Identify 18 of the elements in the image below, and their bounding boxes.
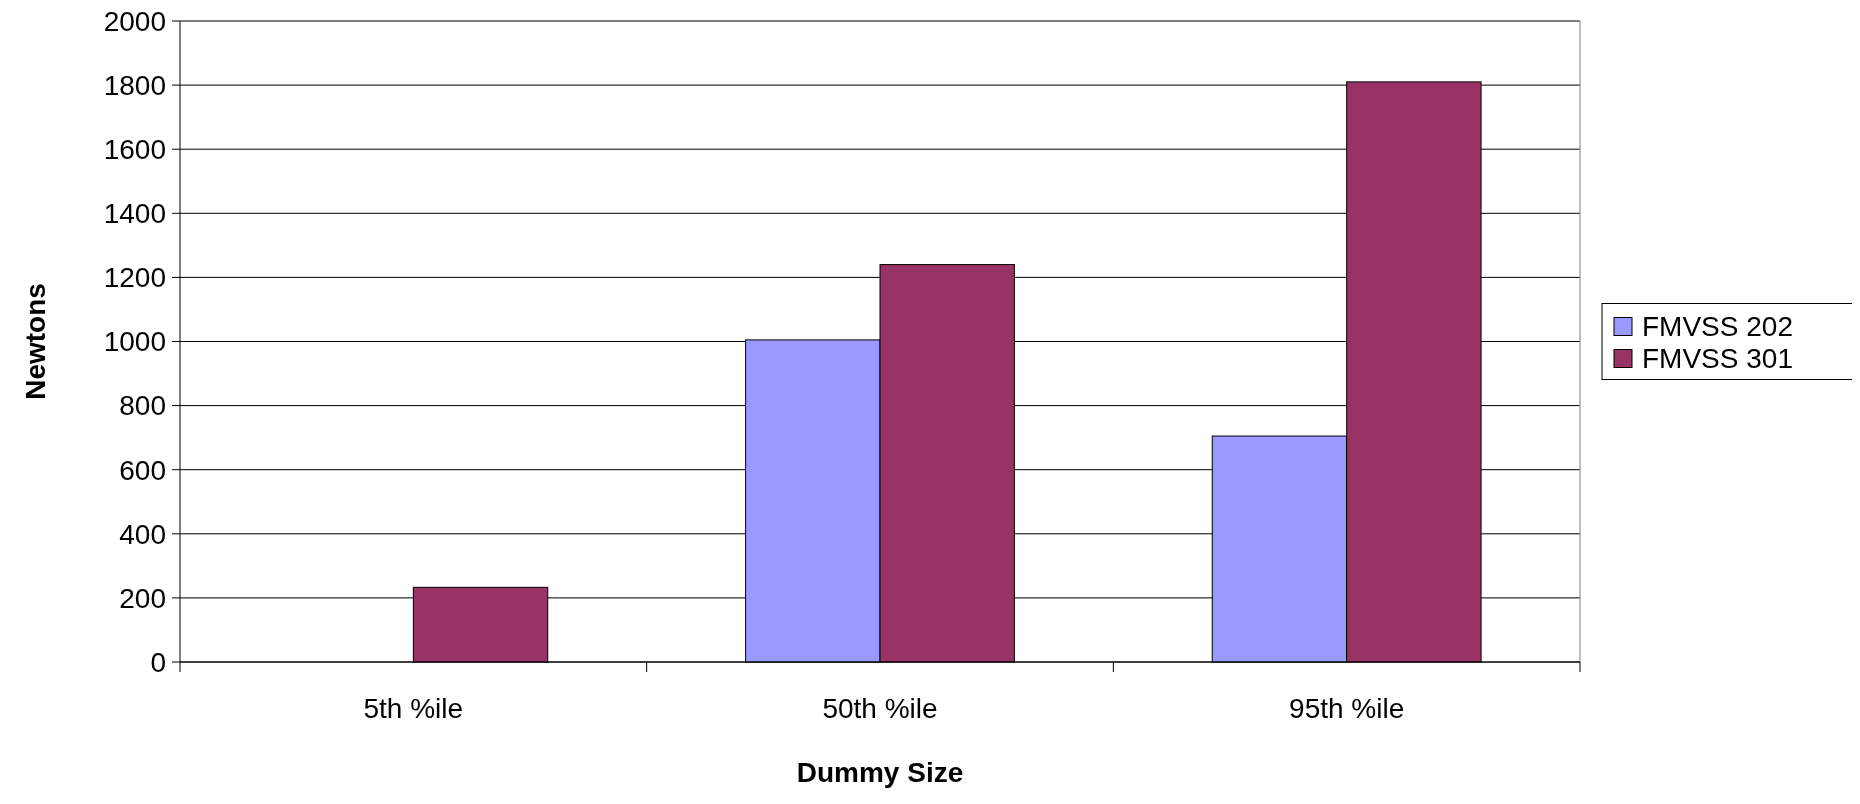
y-tick-label: 0 bbox=[150, 646, 166, 678]
x-tick-label: 95th %ile bbox=[1289, 693, 1405, 724]
y-tick-label: 1400 bbox=[103, 198, 166, 230]
y-tick-label: 2000 bbox=[103, 5, 166, 37]
legend-label: FMVSS 301 bbox=[1642, 343, 1793, 375]
y-tick-label: 200 bbox=[119, 582, 166, 614]
y-tick-label: 1600 bbox=[103, 134, 166, 165]
x-tick-label: 5th %ile bbox=[363, 693, 464, 724]
x-tick-label: 50th %ile bbox=[822, 693, 938, 724]
y-tick-label: 800 bbox=[119, 390, 166, 422]
x-axis-title: Dummy Size bbox=[796, 757, 964, 788]
y-tick-label: 400 bbox=[119, 518, 166, 550]
legend-label: FMVSS 202 bbox=[1642, 311, 1793, 343]
y-tick-label: 600 bbox=[119, 454, 166, 486]
y-tick-label: 1200 bbox=[103, 262, 166, 294]
y-tick-label: 1000 bbox=[103, 326, 166, 358]
y-tick-label: 1800 bbox=[103, 69, 166, 101]
y-axis-title: Newtons bbox=[20, 283, 51, 400]
